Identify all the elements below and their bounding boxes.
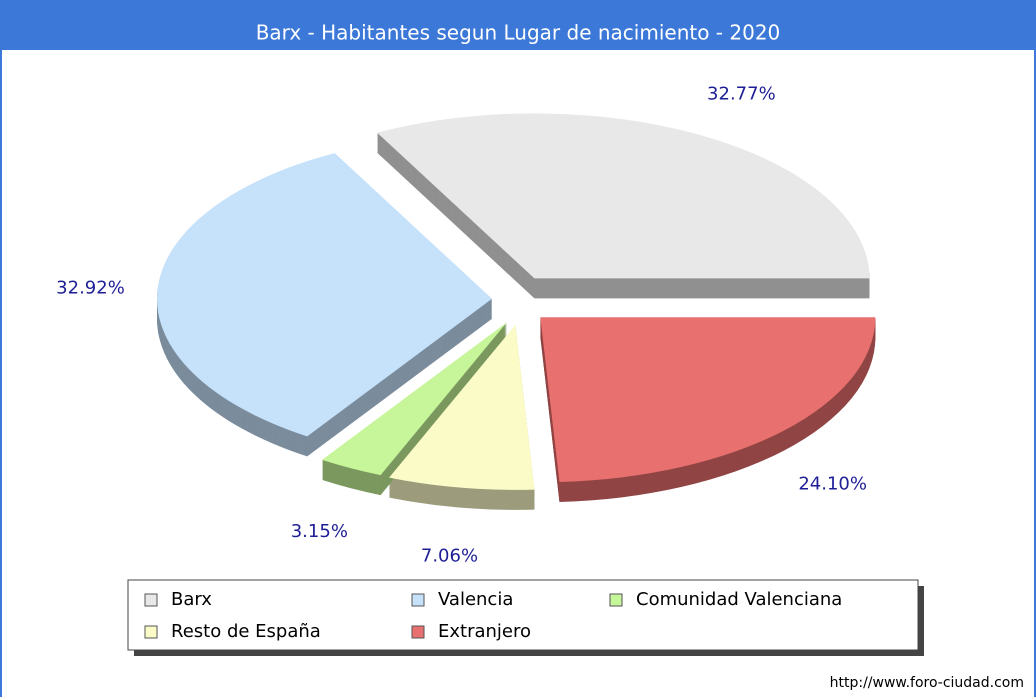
data-label: 7.06% bbox=[421, 545, 478, 566]
legend-label: Extranjero bbox=[438, 621, 531, 642]
data-label: 32.77% bbox=[707, 84, 776, 105]
legend-swatch bbox=[411, 625, 425, 639]
legend-label: Valencia bbox=[438, 589, 513, 610]
legend-label: Comunidad Valenciana bbox=[636, 589, 842, 610]
data-label: 3.15% bbox=[291, 521, 348, 542]
source: http://www.foro-ciudad.com bbox=[830, 675, 1024, 691]
slice bbox=[157, 153, 493, 437]
title-bar bbox=[0, 0, 1036, 50]
slice bbox=[322, 322, 507, 476]
chart-title: Barx - Habitantes segun Lugar de nacimie… bbox=[256, 21, 781, 45]
legend-label: Barx bbox=[171, 589, 212, 610]
legend-swatch bbox=[144, 625, 158, 639]
legend bbox=[127, 579, 919, 651]
slice bbox=[540, 317, 876, 483]
data-label: 32.92% bbox=[56, 278, 125, 299]
legend-label: Resto de España bbox=[171, 621, 321, 642]
slice bbox=[377, 113, 870, 279]
slice bbox=[389, 324, 535, 490]
legend-swatch bbox=[609, 593, 623, 607]
data-label: 24.10% bbox=[798, 474, 867, 495]
legend-swatch bbox=[411, 593, 425, 607]
pie bbox=[157, 113, 876, 510]
legend-swatch bbox=[144, 593, 158, 607]
